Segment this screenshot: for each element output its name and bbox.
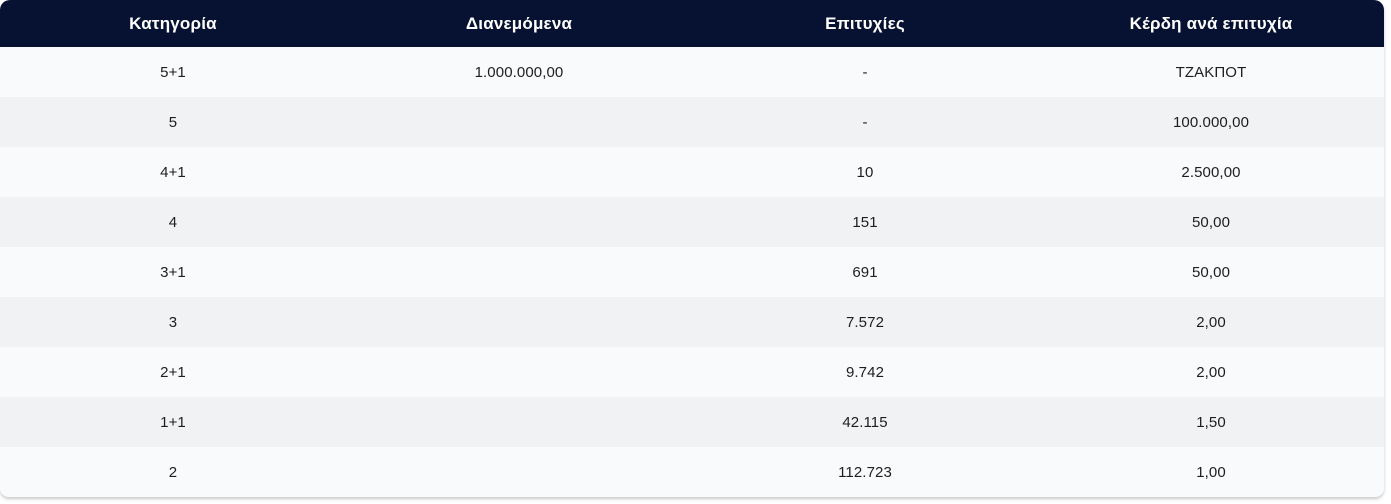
- category-cell: 5+1: [160, 63, 186, 81]
- prize-per-winner-cell: 1,00: [1196, 463, 1226, 481]
- table-row: 5+1 1.000.000,00 - ΤΖΑΚΠΟΤ: [0, 47, 1384, 97]
- table-row: 3 7.572 2,00: [0, 297, 1384, 347]
- winners-cell: 7.572: [845, 313, 885, 331]
- prize-per-winner-cell: 1,50: [1196, 413, 1226, 431]
- prize-per-winner-cell: 2.500,00: [1181, 163, 1241, 181]
- winners-cell: 42.115: [842, 413, 888, 431]
- table-row: 4+1 10 2.500,00: [0, 147, 1384, 197]
- table-body: 5+1 1.000.000,00 - ΤΖΑΚΠΟΤ 5 - 100.000,00 4+1 10…: [0, 47, 1384, 497]
- prize-per-winner-cell: 2,00: [1196, 313, 1226, 331]
- category-cell: 4: [168, 213, 178, 231]
- winners-cell: 10: [856, 163, 874, 181]
- prize-per-winner-cell: ΤΖΑΚΠΟΤ: [1175, 63, 1247, 81]
- table-row: 2 112.723 1,00: [0, 447, 1384, 497]
- winners-cell: 151: [852, 213, 878, 231]
- category-cell: 3: [168, 313, 178, 331]
- table-row: 3+1 691 50,00: [0, 247, 1384, 297]
- prize-per-winner-cell: 50,00: [1191, 263, 1231, 281]
- table-row: 4 151 50,00: [0, 197, 1384, 247]
- prize-per-winner-cell: 50,00: [1191, 213, 1231, 231]
- category-cell: 4+1: [160, 163, 186, 181]
- winners-cell: -: [862, 63, 868, 81]
- category-cell: 1+1: [160, 413, 186, 431]
- column-header-category: Κατηγορία: [129, 13, 217, 33]
- winners-cell: 9.742: [845, 363, 885, 381]
- column-header-winners: Επιτυχίες: [825, 13, 905, 33]
- winners-cell: 112.723: [838, 463, 892, 481]
- category-cell: 2+1: [160, 363, 186, 381]
- winners-cell: -: [862, 113, 868, 131]
- table-row: 5 - 100.000,00: [0, 97, 1384, 147]
- distributed-cell: 1.000.000,00: [474, 63, 564, 81]
- table-header-row: Κατηγορία Διανεμόμενα Επιτυχίες Κέρδη αν…: [0, 0, 1384, 47]
- table-row: 2+1 9.742 2,00: [0, 347, 1384, 397]
- category-cell: 3+1: [160, 263, 186, 281]
- table-row: 1+1 42.115 1,50: [0, 397, 1384, 447]
- category-cell: 5: [168, 113, 178, 131]
- winners-cell: 691: [852, 263, 878, 281]
- prize-per-winner-cell: 100.000,00: [1172, 113, 1250, 131]
- column-header-prize-per-winner: Κέρδη ανά επιτυχία: [1129, 13, 1293, 33]
- category-cell: 2: [168, 463, 178, 481]
- column-header-distributed: Διανεμόμενα: [465, 13, 573, 33]
- prize-per-winner-cell: 2,00: [1196, 363, 1226, 381]
